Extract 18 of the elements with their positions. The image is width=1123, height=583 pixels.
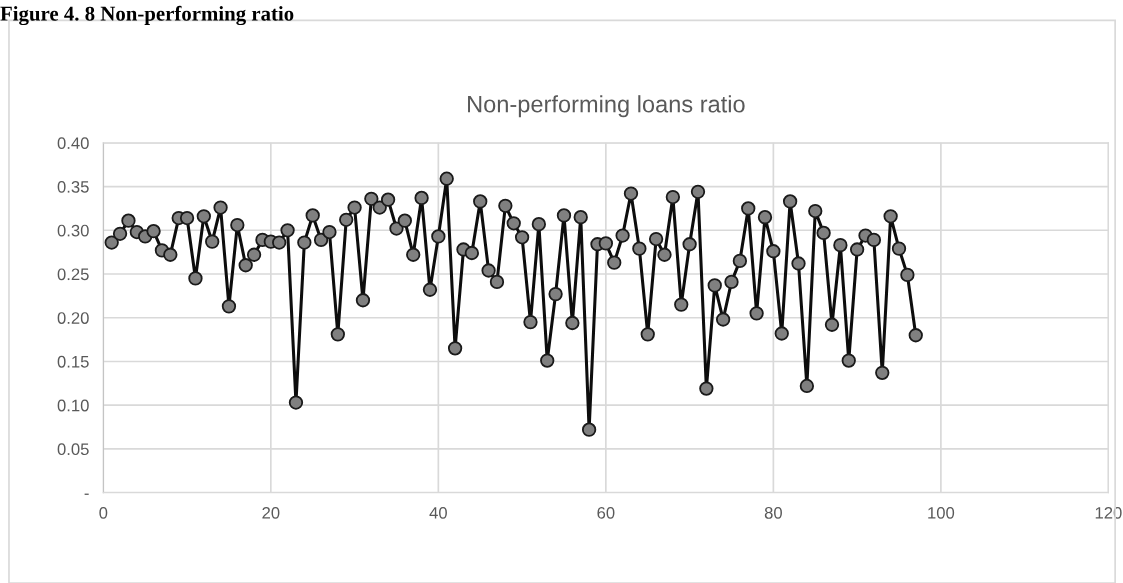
y-tick-label: 0.15 [57,355,89,368]
y-tick-label: 0.10 [57,399,89,412]
x-tick-label: 80 [764,506,782,519]
caption: Figure 4. 8 Non-performing ratio [0,5,294,26]
y-tick-label: 0.30 [57,224,89,237]
x-tick-label: 60 [597,506,615,519]
y-tick-label: - [84,493,89,495]
x-tick-label: 0 [99,506,108,519]
y-tick-label: 0.20 [57,312,89,324]
y-tick-label: 0.40 [57,137,89,150]
x-tick-label: 120 [1095,506,1122,519]
x-tick-label: 40 [429,506,447,519]
chart-title: Non-performing loans ratio [468,95,745,118]
x-tick-label: 20 [262,506,280,519]
y-tick-label: 0.05 [57,443,89,456]
y-tick-label: 0.25 [57,268,89,281]
x-tick-label: 100 [928,506,955,519]
y-tick-label: 0.35 [57,180,89,193]
